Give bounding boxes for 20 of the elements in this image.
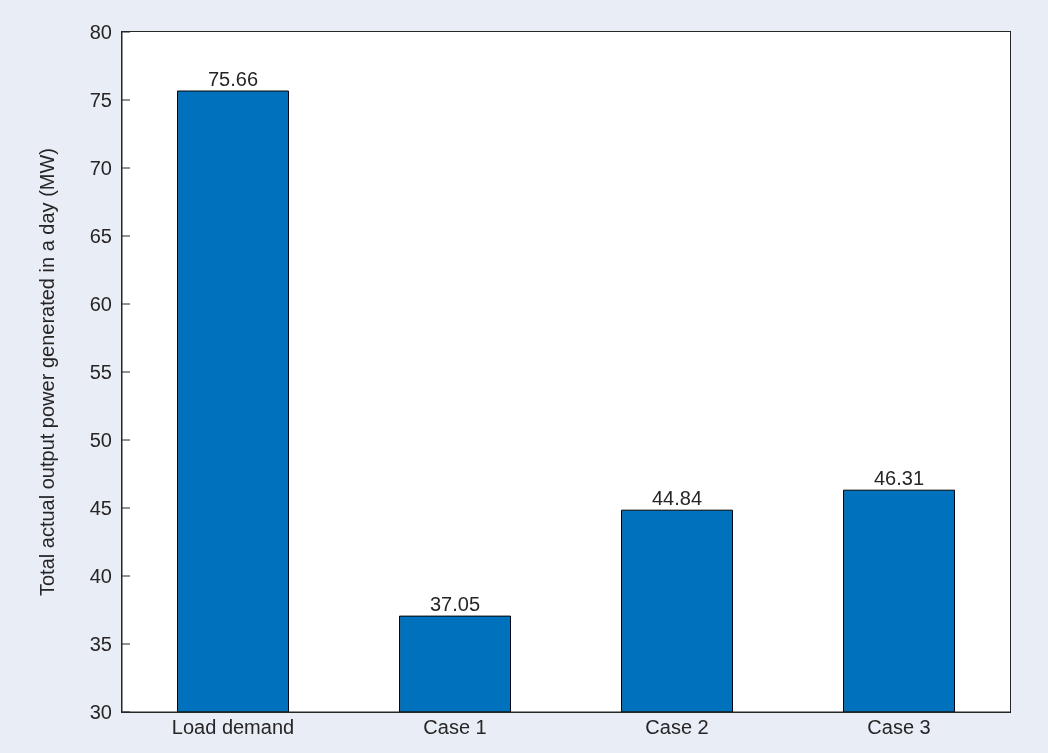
y-tick-label: 35 — [89, 633, 112, 656]
x-tick-label: Case 1 — [423, 716, 487, 739]
y-tick-label: 55 — [89, 361, 112, 384]
data-label: 75.66 — [207, 68, 259, 91]
y-tick-label: 75 — [89, 89, 112, 112]
x-tick-label: Load demand — [171, 716, 295, 739]
x-tick-label: Case 3 — [867, 716, 931, 739]
data-label: 37.05 — [429, 593, 481, 616]
data-label: 44.84 — [651, 487, 703, 510]
y-tick-label: 45 — [89, 497, 112, 520]
y-tick-label: 60 — [89, 293, 112, 316]
y-tick-label: 65 — [89, 225, 112, 248]
x-tick-label: Case 2 — [645, 716, 709, 739]
data-label: 46.31 — [873, 467, 925, 490]
y-tick-label: 80 — [89, 21, 112, 44]
y-tick-label: 50 — [89, 429, 112, 452]
y-tick-label: 40 — [89, 565, 112, 588]
y-tick-label: 70 — [89, 157, 112, 180]
y-tick-label: 30 — [89, 701, 112, 724]
y-axis-title: Total actual output power generated in a day (MW) — [36, 147, 59, 597]
